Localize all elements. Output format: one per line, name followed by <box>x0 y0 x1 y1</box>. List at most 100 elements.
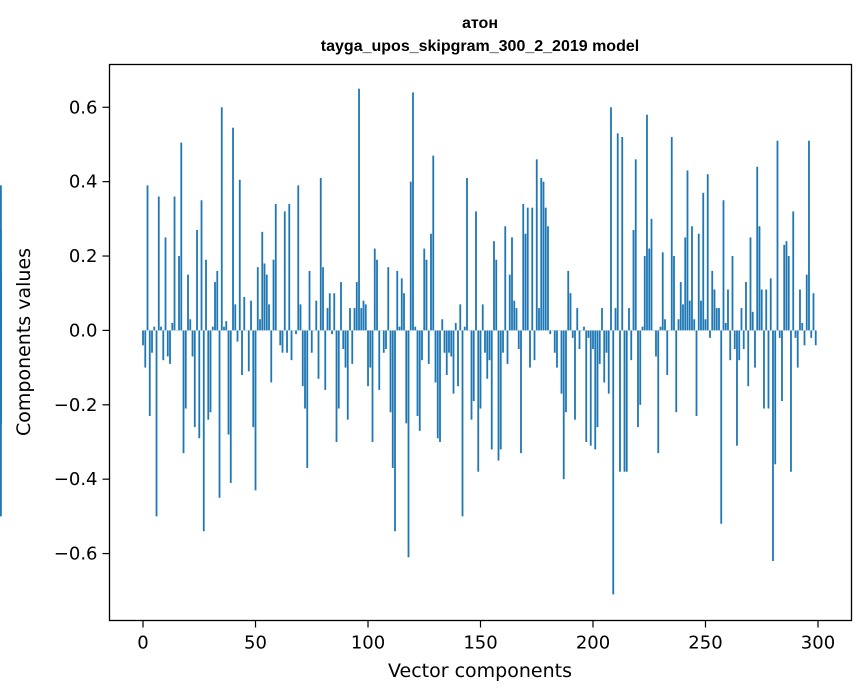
bar-175 <box>535 159 538 331</box>
bar-104 <box>376 259 378 331</box>
bar-83 <box>328 293 331 331</box>
bar-4 <box>151 330 153 353</box>
bar-82 <box>326 308 329 331</box>
bar-197 <box>585 330 588 442</box>
bar-146 <box>470 330 473 420</box>
bar-196 <box>583 326 585 331</box>
x-tick-label: 100 <box>351 633 385 654</box>
bar-125 <box>423 248 426 331</box>
y-axis-label: Components values <box>13 248 35 436</box>
bar-168 <box>520 330 522 454</box>
bar-153 <box>486 330 489 379</box>
bar-19 <box>184 330 187 409</box>
bar-190 <box>569 293 572 331</box>
bar-253 <box>711 270 714 331</box>
bar-75 <box>310 330 313 353</box>
bar-59 <box>274 203 277 331</box>
bar-284 <box>781 330 783 402</box>
bar-147 <box>472 330 475 402</box>
bar-84 <box>331 330 333 335</box>
bar-282 <box>776 140 779 331</box>
bar-142 <box>461 330 464 517</box>
bar-137 <box>450 330 453 357</box>
bar-undefined <box>0 330 2 346</box>
x-tick-label: 250 <box>688 633 722 654</box>
bar-81 <box>324 330 327 390</box>
bar-186 <box>560 330 563 394</box>
bar-58 <box>272 259 275 331</box>
bar-98 <box>362 300 365 331</box>
bar-26 <box>200 200 203 331</box>
bar-23 <box>193 330 196 428</box>
bar-226 <box>650 218 653 331</box>
bar-94 <box>353 308 356 331</box>
bar-134 <box>443 330 446 353</box>
bar-91 <box>346 330 349 420</box>
bar-246 <box>695 330 698 416</box>
bar-126 <box>425 259 428 331</box>
bar-179 <box>544 207 547 331</box>
bar-264 <box>736 330 738 446</box>
bar-276 <box>763 330 765 409</box>
bar-120 <box>412 92 414 331</box>
bar-95 <box>355 282 358 331</box>
bar-177 <box>540 177 543 331</box>
bar-167 <box>517 330 520 350</box>
bar-38 <box>227 330 230 435</box>
bar-231 <box>661 252 664 331</box>
bar-136 <box>448 330 450 353</box>
bar-10 <box>164 237 167 331</box>
chart-subtitle: tayga_upos_skipgram_300_2_2019 model <box>321 38 639 55</box>
bar-11 <box>166 330 169 357</box>
x-tick-label: 50 <box>244 633 267 654</box>
bar-28 <box>205 259 207 331</box>
bar-32 <box>214 282 216 331</box>
bar-135 <box>445 330 448 376</box>
bar-6 <box>155 330 158 517</box>
bar-0 <box>142 330 144 346</box>
bar-29 <box>207 330 210 420</box>
bar-139 <box>454 322 457 331</box>
bar-239 <box>679 282 682 331</box>
bar-88 <box>340 282 342 331</box>
bar-245 <box>693 319 696 331</box>
bar-71 <box>301 330 304 387</box>
bar-47 <box>247 330 250 372</box>
bar-50 <box>254 330 257 491</box>
bar-87 <box>337 330 340 409</box>
bar-269 <box>747 330 750 387</box>
bar-294 <box>803 330 806 346</box>
bar-181 <box>549 330 552 335</box>
bar-129 <box>432 155 435 331</box>
bar-267 <box>742 330 745 350</box>
bar-252 <box>709 330 711 338</box>
bar-266 <box>740 308 743 331</box>
bar-22 <box>191 330 194 357</box>
bar-242 <box>686 170 689 331</box>
bar-93 <box>351 330 354 364</box>
bar-208 <box>610 107 612 331</box>
bar-194 <box>578 330 581 350</box>
bars-group <box>0 88 817 595</box>
bar-159 <box>499 330 502 450</box>
bar-217 <box>630 330 633 361</box>
bar-24 <box>196 230 198 331</box>
bar-89 <box>342 330 345 350</box>
y-tick-label: 0.6 <box>69 97 98 118</box>
bar-27 <box>202 330 205 532</box>
x-tick-label: 300 <box>801 633 835 654</box>
bar-176 <box>538 308 540 331</box>
bar-180 <box>547 226 549 331</box>
x-tick-label: 150 <box>463 633 497 654</box>
bar-148 <box>475 211 477 331</box>
chart-title: атон <box>462 15 498 32</box>
bar-122 <box>416 330 419 416</box>
bar-191 <box>571 330 574 338</box>
bar-187 <box>562 330 565 480</box>
bar-265 <box>738 330 741 361</box>
bar-223 <box>643 256 646 331</box>
x-tick-label: 200 <box>576 633 610 654</box>
bar-5 <box>153 326 156 331</box>
bar-1 <box>144 330 147 368</box>
y-tick-label: 0.4 <box>69 172 98 193</box>
